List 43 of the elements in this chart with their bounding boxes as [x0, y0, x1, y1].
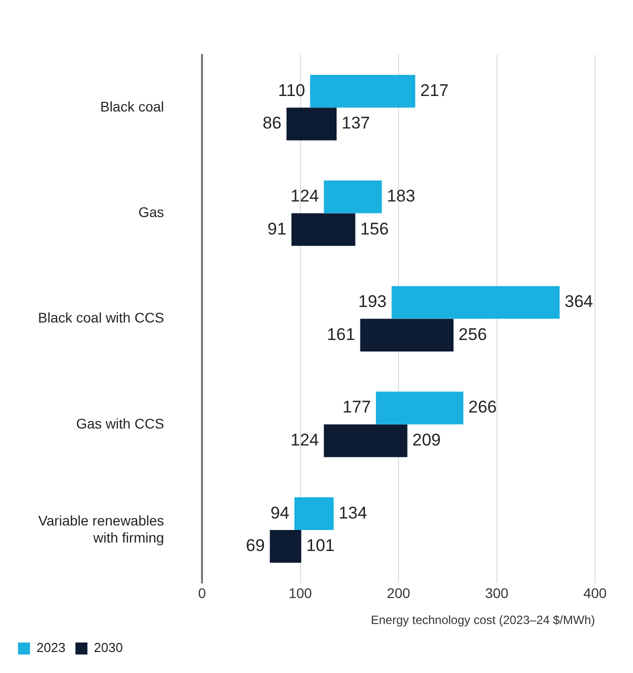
- annotation: 217: [420, 80, 449, 100]
- annotation: 94: [270, 503, 290, 522]
- annotation: 86: [262, 114, 282, 133]
- y-tick-label: Gas: [138, 204, 164, 220]
- bar: [376, 392, 464, 424]
- annotation: 124: [290, 430, 319, 450]
- x-tick-label: 400: [583, 585, 607, 602]
- bar: [310, 74, 416, 108]
- bar: [291, 213, 356, 246]
- annotation: 91: [268, 219, 286, 238]
- annotation: 134: [338, 503, 368, 522]
- bar: [270, 530, 302, 563]
- y-tick-label: Variable renewables with firming: [38, 512, 164, 546]
- annotation: 156: [360, 219, 389, 238]
- x-tick-label: 300: [485, 585, 509, 602]
- legend-label: 2030: [94, 640, 123, 656]
- x-tick-label: 100: [288, 585, 312, 602]
- annotation: 110: [278, 80, 306, 100]
- y-tick-label: Black coal: [100, 98, 164, 114]
- annotation: 266: [468, 398, 497, 417]
- annotation: 161: [326, 324, 356, 344]
- annotation: 364: [564, 292, 594, 312]
- annotation: 124: [290, 186, 319, 206]
- x-tick-label: 200: [386, 585, 410, 602]
- bar: [286, 108, 337, 140]
- annotation: 177: [342, 398, 371, 417]
- bar: [324, 180, 382, 214]
- y-tick-label: Black coal with CCS: [38, 310, 164, 326]
- annotation: 69: [246, 536, 265, 556]
- annotation: 183: [386, 186, 416, 206]
- bar: [324, 424, 408, 458]
- annotation: 101: [306, 536, 335, 556]
- x-axis-title: Energy technology cost (2023–24 $/MWh): [370, 613, 595, 628]
- annotation: 137: [342, 114, 370, 133]
- y-tick-label: Gas with CCS: [76, 415, 164, 432]
- annotation: 193: [358, 292, 387, 312]
- legend-label: 2023: [36, 640, 66, 656]
- annotation: 209: [412, 430, 441, 450]
- x-tick-label: 0: [198, 585, 206, 602]
- bar: [294, 497, 334, 530]
- bar: [360, 318, 454, 352]
- bar: [392, 286, 560, 319]
- annotation: 256: [458, 324, 487, 344]
